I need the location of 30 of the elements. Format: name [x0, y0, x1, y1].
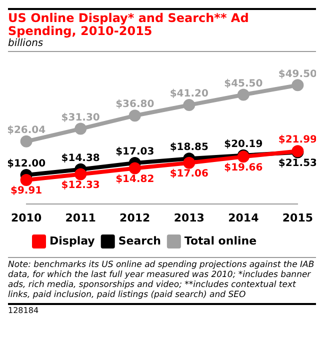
chart-title: US Online Display* and Search** Ad Spending, 2010-2015: [8, 11, 250, 38]
x-tick-label: 2015: [282, 211, 314, 224]
data-label: $21.99: [278, 134, 318, 146]
x-tick-label: 2011: [65, 211, 96, 224]
legend-label: Total online: [184, 234, 257, 248]
data-label: $17.06: [170, 168, 208, 180]
data-label: $26.04: [7, 124, 46, 136]
data-label: $17.03: [116, 146, 154, 158]
data-label: $45.50: [224, 78, 263, 90]
data-label: $21.53: [278, 158, 318, 169]
data-label: $41.20: [170, 88, 208, 100]
data-label: $9.91: [10, 186, 42, 197]
chart-subtitle: billions: [8, 38, 316, 52]
data-label: $20.19: [224, 139, 263, 150]
legend-label: Display: [50, 234, 95, 248]
x-tick-label: 2013: [174, 211, 204, 224]
x-tick-label: 2010: [10, 211, 42, 224]
text: Note: benchmarks its US online ad spending projections against the IAB data, for which the last full year measured was 2010; *includes banner ads, rich media, sponsorships and video; **includes contextual text links, paid inclusion, paid listings (paid search) and SEO: [8, 257, 316, 300]
data-label: $14.82: [116, 174, 154, 185]
text: 128184: [8, 303, 316, 315]
data-label: $31.30: [61, 112, 100, 124]
x-tick-label: 2012: [120, 211, 150, 224]
data-label: $14.38: [61, 152, 100, 164]
data-label: $36.80: [116, 99, 154, 110]
data-label: $18.85: [170, 142, 208, 154]
data-label: $19.66: [224, 162, 263, 174]
x-tick-label: 2014: [228, 211, 260, 224]
data-label: $12.00: [7, 158, 46, 170]
data-label: $12.33: [61, 180, 100, 191]
legend-label: Search: [118, 234, 161, 248]
